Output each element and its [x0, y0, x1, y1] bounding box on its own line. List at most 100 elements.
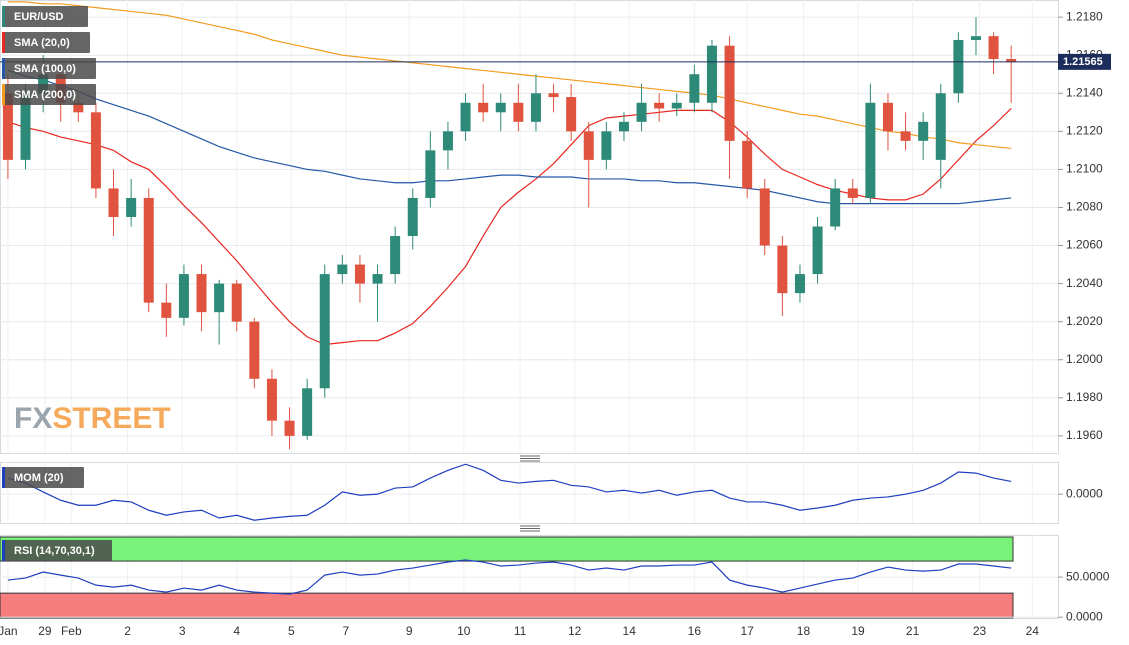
- indicator-line: [7, 559, 1012, 595]
- legend-swatch: [2, 6, 5, 27]
- legend-swatch: [2, 58, 5, 79]
- candle-body: [143, 197, 154, 303]
- y-tick-label: 1.2000: [1066, 352, 1103, 366]
- candle-body: [1006, 59, 1017, 62]
- x-tick-label: 11: [514, 624, 527, 638]
- legend-label: RSI (14,70,30,1): [14, 545, 95, 557]
- candle-body: [354, 264, 365, 284]
- legend-box: [2, 58, 96, 79]
- candle-body: [742, 140, 753, 189]
- y-tick-label: 1.2120: [1066, 124, 1103, 138]
- x-tick-label: 5: [288, 624, 295, 638]
- x-tick-label: 24: [1026, 624, 1040, 638]
- x-tick-label: 29: [38, 624, 52, 638]
- candle-body: [794, 274, 805, 294]
- legend-label: EUR/USD: [14, 11, 64, 23]
- candle-body: [530, 93, 541, 122]
- candle-body: [689, 74, 700, 103]
- x-tick-label: 7: [343, 624, 350, 638]
- candle-body: [302, 388, 313, 436]
- legend-box: [2, 32, 90, 53]
- y-tick-label: 1.2140: [1066, 85, 1103, 99]
- x-tick-label: 9: [406, 624, 413, 638]
- legend-label: SMA (20,0): [14, 37, 70, 49]
- x-tick-label: 3: [179, 624, 186, 638]
- candle-body: [2, 93, 13, 160]
- legend-label: MOM (20): [14, 472, 64, 484]
- candle-body: [337, 264, 348, 275]
- candle-body: [548, 93, 559, 98]
- x-tick-label: 23: [973, 624, 987, 638]
- y-tick-label: 1.2100: [1066, 162, 1103, 176]
- candle-body: [706, 45, 717, 103]
- candle-body: [20, 93, 31, 160]
- sma-line: [7, 69, 1012, 205]
- candle-body: [390, 236, 401, 275]
- legend-swatch: [2, 540, 5, 561]
- x-tick-label: Jan: [0, 624, 18, 638]
- candle-body: [566, 97, 577, 132]
- candle-body: [918, 121, 929, 141]
- legend-box: [2, 467, 84, 488]
- last-price-label: 1.21565: [1063, 56, 1103, 68]
- candle-body: [882, 102, 893, 132]
- legend-swatch: [2, 84, 5, 105]
- candle-body: [214, 283, 225, 313]
- candle-body: [759, 188, 770, 246]
- candle-body: [425, 150, 436, 198]
- candle-body: [654, 102, 665, 109]
- last-price-box: [1058, 53, 1111, 70]
- x-tick-label: 21: [906, 624, 920, 638]
- candle-body: [583, 131, 594, 160]
- panel-frame: [0, 0, 1059, 454]
- x-tick-label: 18: [797, 624, 811, 638]
- y-tick-label: 1.1960: [1066, 428, 1103, 442]
- legend-swatch: [2, 32, 5, 53]
- candle-body: [442, 131, 453, 151]
- y-tick-label: 1.2040: [1066, 276, 1103, 290]
- candle-body: [38, 74, 49, 94]
- x-tick-label: 10: [457, 624, 471, 638]
- candle-body: [847, 188, 858, 198]
- candle-body: [724, 45, 735, 141]
- x-tick-label: Feb: [61, 624, 82, 638]
- legend-label: SMA (200,0): [14, 89, 76, 101]
- watermark: FXSTREET: [14, 402, 171, 435]
- candle-body: [319, 274, 330, 389]
- watermark-part: STREET: [52, 402, 170, 435]
- x-tick-label: 12: [568, 624, 582, 638]
- candle-body: [161, 302, 172, 318]
- candle-body: [777, 245, 788, 294]
- candle-body: [988, 36, 999, 60]
- panel-separators: [520, 455, 540, 532]
- candle-body: [900, 131, 911, 141]
- legend-label: SMA (100,0): [14, 63, 76, 75]
- x-tick-label: 16: [688, 624, 702, 638]
- candle-body: [178, 274, 189, 318]
- candle-body: [618, 121, 629, 132]
- y-tick-label: 1.1980: [1066, 390, 1103, 404]
- oversold-band: [0, 592, 1014, 619]
- candle-body: [601, 131, 612, 160]
- sma-line: [7, 1, 1012, 150]
- candle-body: [126, 197, 137, 217]
- legend-box: [2, 6, 88, 27]
- y-tick-label: 1.2060: [1066, 238, 1103, 252]
- overbought-band: [0, 536, 1014, 562]
- candle-body: [478, 102, 489, 113]
- y-tick-label: 1.2180: [1066, 9, 1103, 23]
- legend-box: [2, 540, 112, 561]
- candle-body: [372, 274, 383, 284]
- x-tick-label: 17: [740, 624, 754, 638]
- y-tick-label: 0.0000: [1066, 609, 1103, 623]
- candle-body: [284, 420, 295, 436]
- candle-body: [460, 102, 471, 132]
- x-tick-label: 19: [851, 624, 865, 638]
- y-tick-label: 0.0000: [1066, 486, 1103, 500]
- candle-body: [953, 39, 964, 94]
- y-tick-label: 1.2020: [1066, 314, 1103, 328]
- candle-body: [90, 112, 101, 189]
- x-tick-label: 2: [124, 624, 131, 638]
- candle-body: [73, 102, 84, 113]
